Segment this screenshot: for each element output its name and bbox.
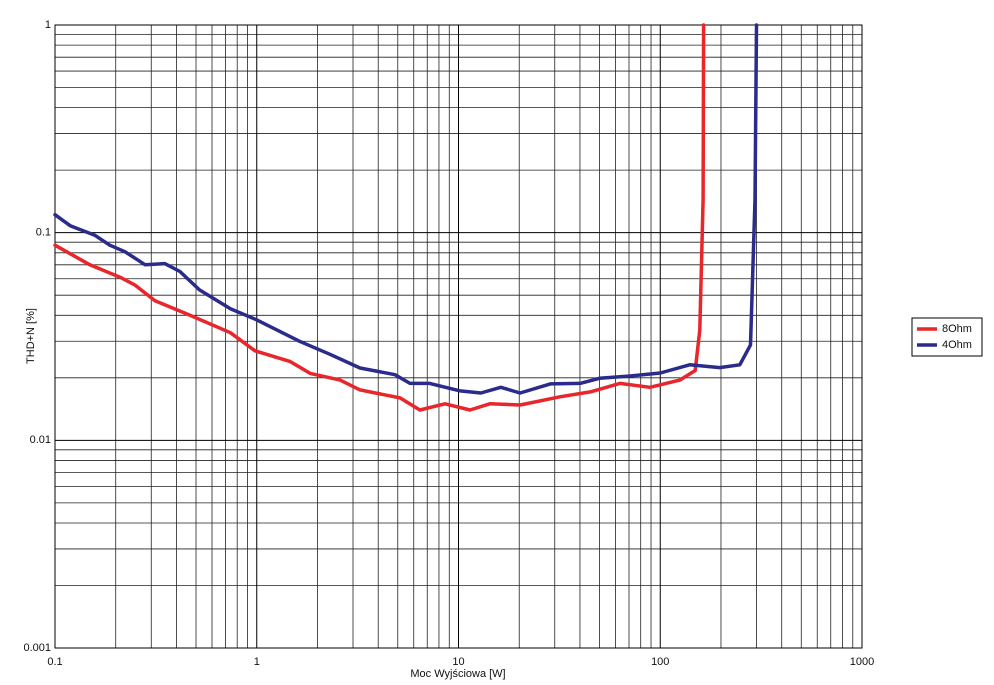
- x-tick-label: 100: [651, 656, 669, 668]
- series-line: [53, 23, 706, 412]
- y-tick-label: 0.001: [23, 642, 51, 654]
- x-tick-label: 1: [254, 656, 260, 668]
- x-axis-label: Moc Wyjściowa [W]: [410, 668, 505, 680]
- x-tick-label: 0.1: [47, 656, 62, 668]
- series-line: [53, 23, 759, 395]
- legend-label: 8Ohm: [942, 323, 972, 335]
- plot-frame: [54, 24, 863, 649]
- y-tick-label: 0.1: [36, 227, 51, 239]
- legend-box: [911, 317, 983, 357]
- y-tick-label: 1: [45, 19, 51, 31]
- y-tick-label: 0.01: [30, 434, 51, 446]
- legend-label: 4Ohm: [942, 339, 972, 351]
- x-tick-label: 1000: [850, 656, 874, 668]
- y-axis-label: THD+N [%]: [25, 308, 37, 364]
- x-tick-label: 10: [452, 656, 464, 668]
